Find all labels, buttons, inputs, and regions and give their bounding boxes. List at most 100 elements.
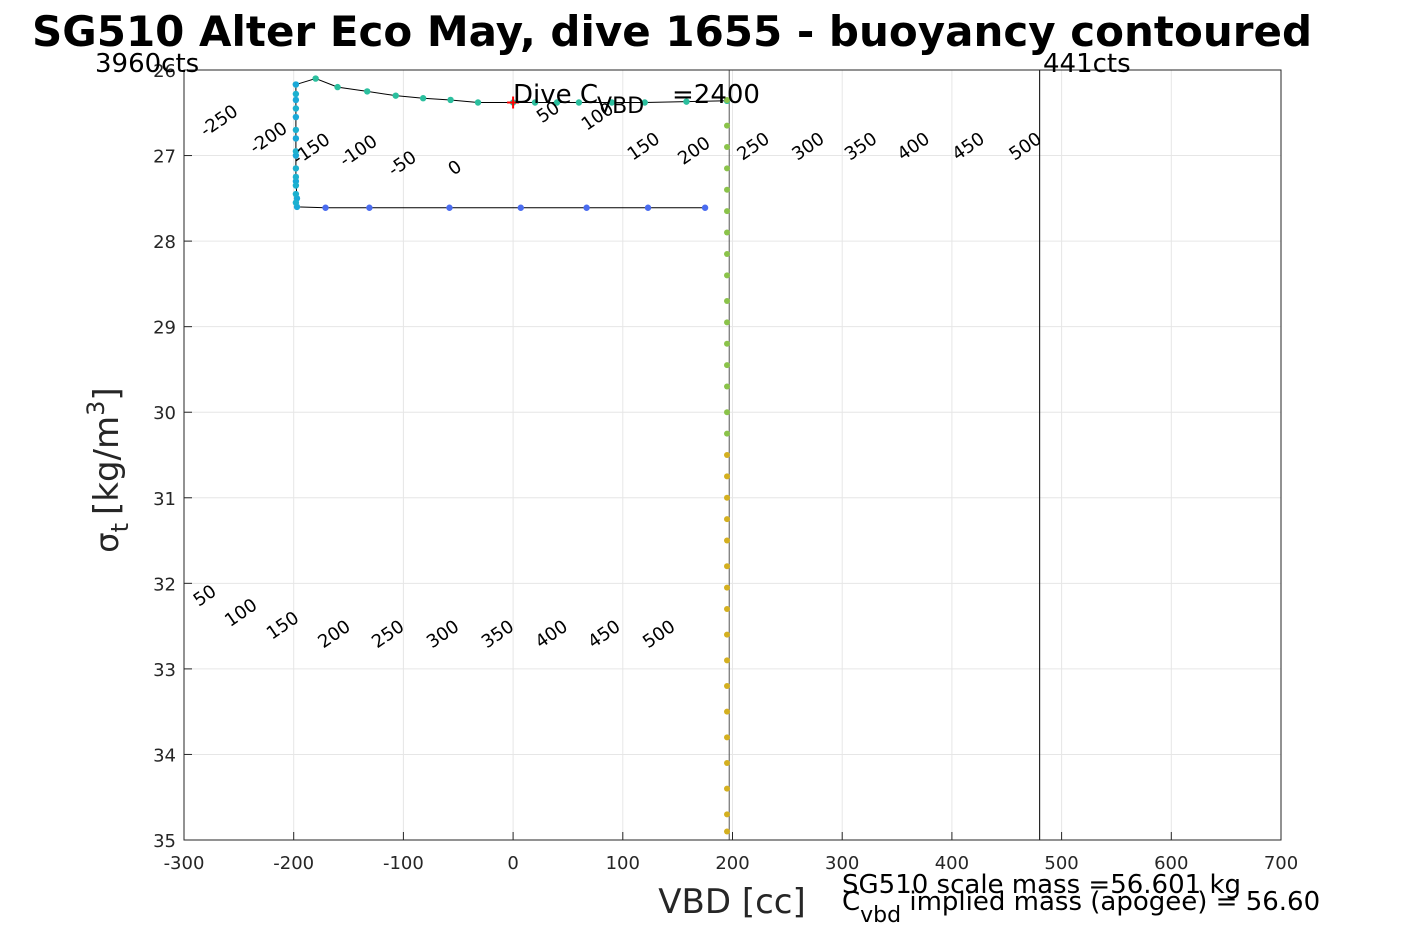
dive-point (334, 83, 341, 91)
scale-mass-label: SG510 scale mass =56.601 kg (842, 870, 1241, 900)
profile-point (724, 340, 731, 347)
y-axis-label-sigma: σ (88, 532, 126, 552)
x-tick-label: 700 (1264, 853, 1298, 874)
profile-point (724, 785, 731, 792)
profile-point (724, 657, 731, 664)
dive-path-line (295, 78, 728, 104)
profile-point (724, 122, 731, 129)
y-axis-label: σt [kg/m3] (82, 387, 134, 552)
x-tick-label: 200 (715, 853, 749, 874)
x-tick-label: 600 (1154, 853, 1188, 874)
y-tick-label: 27 (153, 147, 176, 168)
profile-point (724, 362, 731, 369)
dive-c-vbd-label: Dive CVBD =2400 (513, 80, 760, 119)
climb-point (292, 148, 300, 155)
profile-point (724, 563, 731, 570)
y-tick-label: 30 (153, 403, 176, 424)
chart-title: SG510 Alter Eco May, dive 1655 - buoyanc… (32, 7, 1312, 56)
profile-point (724, 494, 731, 501)
climb-point (292, 182, 300, 189)
dive-c-sub: VBD (597, 94, 644, 119)
svg-text:σt[kg/m3]: σt [kg/m3] (82, 387, 134, 552)
climb-point (292, 173, 300, 181)
dive-point (447, 96, 454, 104)
dive-point (419, 95, 427, 102)
climb-point (292, 135, 300, 142)
profile-point (724, 683, 731, 689)
profile-point (724, 734, 731, 741)
implied-rest: implied mass (apogee) = 56.60 (901, 887, 1320, 917)
profile-point (724, 96, 731, 103)
dive-point (392, 92, 399, 99)
profile-point (724, 144, 731, 150)
x-tick-label: 0 (507, 853, 518, 874)
x-tick-label: -200 (273, 853, 314, 874)
profile-point (724, 319, 731, 326)
dive-point (474, 99, 482, 106)
profile-point (724, 298, 731, 304)
y-tick-label: 31 (153, 489, 176, 510)
implied-mass-label: Cvbd implied mass (apogee) = 56.60 (842, 887, 1320, 928)
climb-point (446, 204, 453, 211)
implied-c: C (842, 887, 860, 917)
y-axis-label-sup: 3 (82, 401, 110, 416)
x-tick-label: 300 (825, 853, 859, 874)
climb-point (292, 96, 300, 104)
profile-point (724, 409, 731, 416)
y-tick-label: 32 (153, 574, 176, 595)
dive-point (683, 98, 690, 105)
climb-point (517, 204, 524, 211)
profile-point (724, 186, 731, 193)
dive-point (553, 99, 561, 106)
x-tick-label: -100 (383, 853, 424, 874)
y-axis-label-sub: t (106, 523, 134, 532)
y-tick-label: 35 (153, 831, 176, 852)
dive-point (531, 99, 539, 106)
profile-point (724, 811, 731, 818)
profile-point (724, 272, 731, 279)
profile-point (724, 250, 731, 257)
climb-point (583, 204, 590, 211)
dive-point (575, 99, 583, 106)
climb-point (292, 81, 300, 88)
y-tick-label: 29 (153, 318, 176, 339)
dive-point (608, 99, 616, 106)
dive-point (312, 75, 319, 82)
y-axis-label-unit: [kg/m (87, 416, 127, 515)
y-tick-label: 28 (153, 232, 176, 253)
climb-point (292, 190, 300, 198)
climb-point (292, 199, 300, 206)
climb-point (322, 204, 329, 211)
y-axis-ticks: 26 27 28 29 30 31 32 33 34 35 (153, 61, 192, 852)
profile-point (724, 516, 731, 523)
dive-point (641, 99, 648, 106)
y-axis-label-close: ] (87, 387, 127, 400)
profile-point (724, 760, 731, 766)
right-counts-label: 441cts (1043, 49, 1131, 79)
climb-point (366, 204, 373, 211)
dive-c-value: =2400 (672, 80, 760, 110)
dive-point (363, 88, 371, 95)
y-tick-label: 33 (153, 660, 176, 681)
profile-point (724, 383, 731, 390)
profile-point (724, 708, 731, 715)
y-tick-label: 34 (153, 745, 176, 766)
profile-point (724, 430, 731, 437)
implied-sub: vbd (860, 903, 901, 928)
profile-point (724, 229, 731, 236)
profile-point (724, 828, 731, 835)
profile-point (724, 208, 731, 215)
profile-point (724, 606, 731, 612)
climb-point (292, 165, 300, 172)
x-axis-label: VBD [cc] (658, 882, 806, 922)
x-tick-label: -300 (164, 853, 205, 874)
profile-point (724, 584, 731, 591)
climb-point (292, 90, 300, 98)
x-tick-label: 100 (606, 853, 640, 874)
data-points (292, 75, 731, 835)
profile-point (724, 452, 731, 458)
x-tick-label: 400 (935, 853, 969, 874)
climb-point (292, 105, 300, 112)
y-tick-label: 26 (153, 61, 176, 82)
